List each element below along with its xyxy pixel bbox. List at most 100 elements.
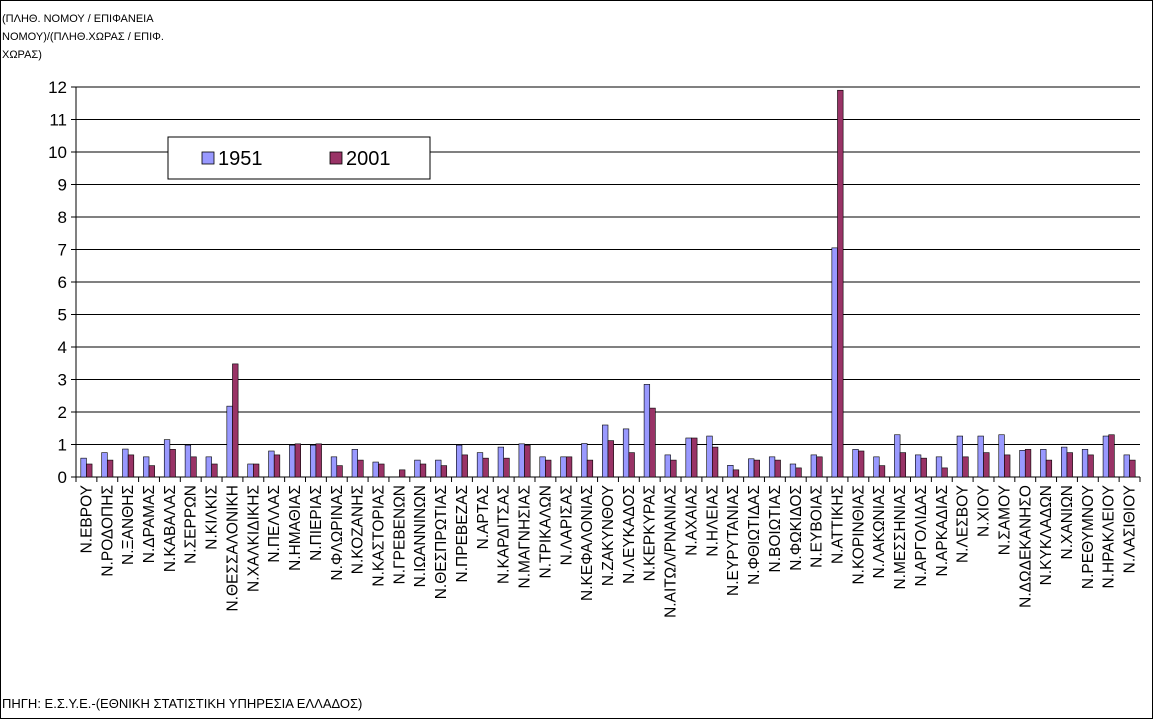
bar-2001 — [315, 443, 322, 478]
bar-1951 — [977, 435, 984, 478]
y-tick-label: 2 — [58, 403, 67, 422]
x-tick-label: Ν.ΧΑΛΚΙΔΙΚΗΣ — [245, 485, 262, 592]
bar-2001 — [503, 457, 510, 478]
bar-1951 — [435, 459, 442, 478]
bar-2001 — [753, 459, 760, 478]
bar-1951 — [581, 443, 588, 478]
bar-1951 — [789, 463, 797, 478]
bar-2001 — [419, 463, 427, 478]
bar-2001 — [941, 467, 948, 478]
x-tick-label: Ν.ΔΡΑΜΑΣ — [141, 485, 158, 563]
y-tick-label: 1 — [58, 436, 67, 455]
x-tick-label: Ν.ΑΤΤΙΚΗΣ — [829, 485, 846, 564]
x-tick-label: Ν.ΠΙΕΡΙΑΣ — [308, 485, 325, 561]
bar-2001 — [357, 459, 364, 478]
x-tick-label: Ν.ΕΥΡΥΤΑΝΙΑΣ — [725, 485, 742, 596]
bar-2001 — [858, 450, 865, 478]
bar-2001 — [1087, 454, 1094, 478]
bar-2001 — [232, 363, 239, 478]
x-tick-label: Ν.ΚΥΚΛΑΔΩΝ — [1038, 485, 1055, 585]
bar-2001 — [962, 456, 969, 478]
bar-2001 — [148, 465, 155, 478]
bar-2001 — [1004, 454, 1011, 478]
bar-1951 — [122, 448, 129, 478]
x-tick-label: Ν.ΞΑΝΘΗΣ — [120, 485, 137, 565]
y-tick-label: 4 — [58, 338, 67, 357]
x-tick-label: Ν.ΚΕΦΑΛΟΝΙΑΣ — [579, 485, 596, 601]
y-tick-label: 6 — [58, 273, 67, 292]
bar-1951 — [622, 428, 630, 478]
bar-2001 — [106, 459, 114, 478]
bar-1951 — [80, 457, 87, 478]
bar-1951 — [1019, 450, 1026, 478]
bar-2001 — [628, 452, 635, 478]
x-tick-label: Ν.ΣΑΜΟΥ — [996, 485, 1013, 555]
bar-2001 — [607, 440, 614, 478]
bar-1951 — [497, 446, 504, 478]
bar-1951 — [643, 384, 651, 478]
x-tick-label: Ν.ΚΑΡΔΙΤΣΑΣ — [496, 485, 513, 584]
x-tick-label: Ν.ΚΑΣΤΟΡΙΑΣ — [371, 485, 388, 587]
x-tick-label: Ν.ΛΑΣΙΘΙΟΥ — [1122, 485, 1139, 573]
x-tick-label: Ν.ΛΑΚΩΝΙΑΣ — [871, 485, 888, 579]
bar-1951 — [935, 456, 943, 478]
bar-1951 — [831, 247, 838, 478]
bar-1951 — [706, 435, 713, 478]
x-tick-label: Ν.ΠΡΕΒΕΖΑΣ — [454, 485, 471, 582]
bar-2001 — [273, 454, 281, 478]
bar-1951 — [226, 405, 233, 478]
y-tick-label: 12 — [48, 78, 67, 97]
bar-2001 — [920, 457, 927, 478]
x-tick-label: Ν.ΚΟΡΙΝΘΙΑΣ — [850, 485, 867, 585]
x-tick-label: Ν.ΛΕΣΒΟΥ — [955, 485, 972, 563]
bar-1951 — [351, 449, 358, 478]
bar-2001 — [565, 456, 573, 478]
y-tick-label: 11 — [49, 111, 67, 130]
bar-1951 — [163, 439, 171, 478]
x-tick-label: Ν.ΓΡΕΒΕΝΩΝ — [391, 485, 408, 584]
bar-2001 — [732, 469, 740, 478]
bar-2001 — [127, 454, 135, 478]
x-tick-label: Ν.ΤΡΙΚΑΛΩΝ — [537, 485, 554, 578]
x-tick-label: Ν.ΦΩΚΙΔΟΣ — [788, 485, 805, 571]
bar-1951 — [727, 464, 734, 478]
bar-2001 — [795, 467, 802, 478]
x-tick-label: Ν.ΑΙΤΩΛ/ΡΝΑΝΙΑΣ — [663, 485, 680, 618]
x-tick-label: Ν.ΕΥΒΟΙΑΣ — [809, 485, 826, 568]
x-tick-label: Ν.ΒΟΙΩΤΙΑΣ — [767, 485, 784, 572]
bar-1951 — [1102, 435, 1110, 478]
legend-label-1951: 1951 — [218, 148, 263, 170]
bar-2001 — [211, 463, 218, 478]
bar-1951 — [518, 443, 525, 478]
x-tick-label: Ν.ΣΕΡΡΩΝ — [183, 485, 200, 564]
bar-2001 — [399, 469, 406, 478]
x-tick-label: Ν.ΛΑΡΙΣΑΣ — [558, 485, 575, 565]
x-tick-label: Ν.ΦΘΙΩΤΙΔΑΣ — [746, 485, 763, 585]
bar-2001 — [1129, 459, 1136, 478]
bar-1951 — [915, 454, 922, 478]
bar-2001 — [86, 463, 93, 478]
bar-1951 — [956, 435, 963, 478]
x-tick-label: Ν.ΖΑΚΥΝΘΟΥ — [600, 485, 617, 586]
bar-2001 — [190, 456, 197, 478]
bar-2001 — [774, 459, 781, 478]
bar-1951 — [476, 452, 484, 478]
legend-swatch-2001 — [329, 151, 343, 165]
bar-1951 — [184, 444, 192, 478]
y-tick-label: 7 — [58, 241, 67, 260]
x-tick-label: Ν.ΚΟΖΑΝΗΣ — [350, 485, 367, 574]
x-tick-label: Ν.ΦΛΩΡΙΝΑΣ — [329, 485, 346, 581]
bar-1951 — [372, 461, 379, 478]
bar-1951 — [268, 450, 275, 478]
bar-2001 — [586, 459, 594, 478]
bar-2001 — [1045, 459, 1053, 478]
y-axis-label: (ΠΛΗΘ. ΝΟΜΟΥ / ΕΠΙΦΑΝΕΙΑ ΝΟΜΟΥ)/(ΠΛΗΘ.ΧΩ… — [2, 13, 164, 61]
bar-2001 — [253, 463, 260, 478]
bar-2001 — [691, 437, 698, 478]
x-tick-label: Ν.ΡΟΔΟΠΗΣ — [99, 485, 116, 577]
y-tick-label: 8 — [58, 208, 67, 227]
bar-1951 — [685, 437, 692, 478]
y-tick-label: 10 — [48, 143, 67, 162]
